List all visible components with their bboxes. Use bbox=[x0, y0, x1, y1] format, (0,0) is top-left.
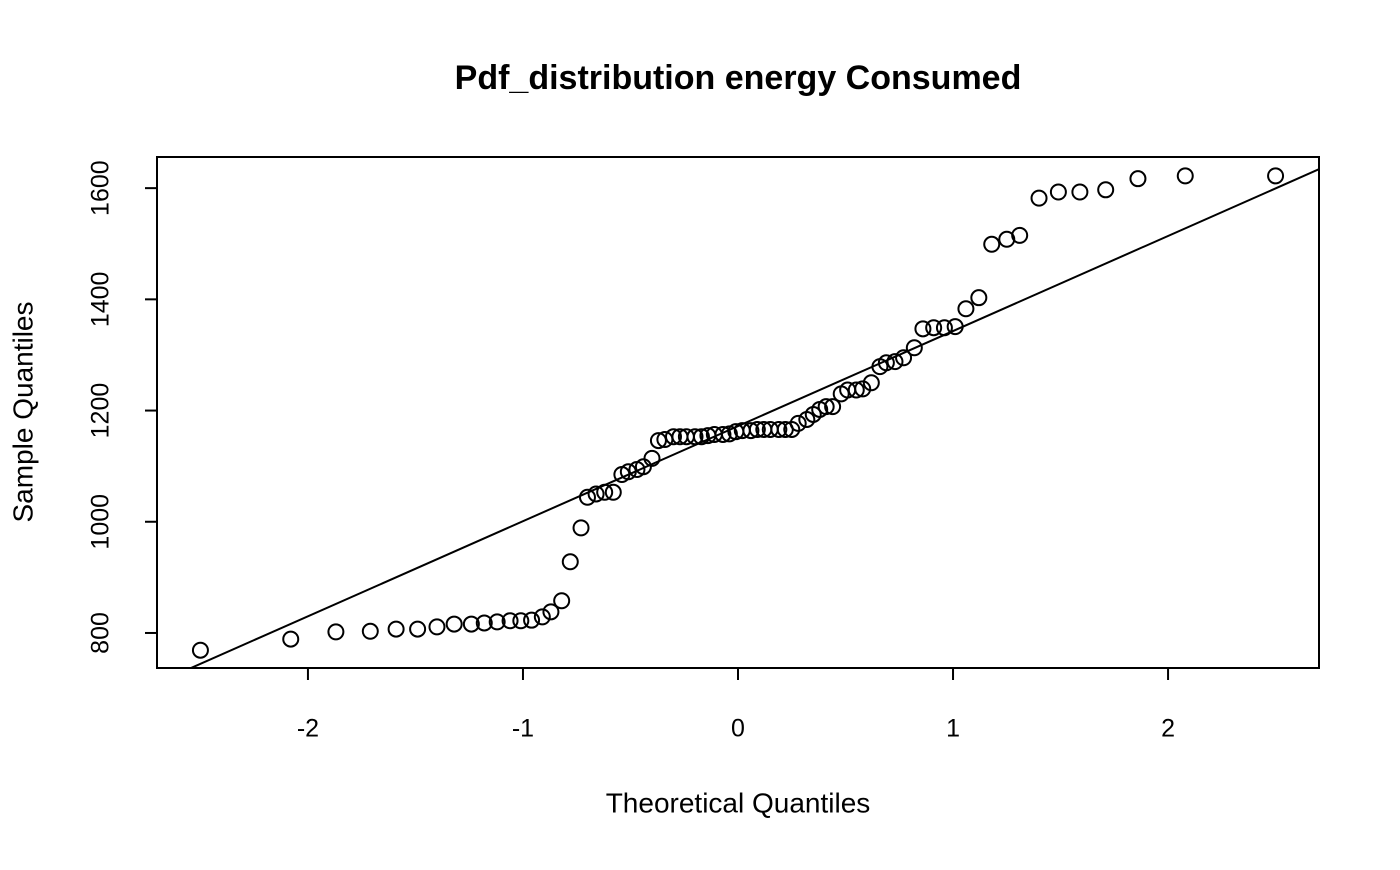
point bbox=[501, 612, 519, 630]
point bbox=[847, 381, 865, 399]
point bbox=[817, 398, 835, 416]
y-tick-label: 1600 bbox=[87, 160, 115, 216]
point bbox=[445, 615, 463, 633]
point bbox=[578, 488, 596, 506]
point bbox=[561, 553, 579, 571]
point bbox=[692, 428, 710, 446]
point bbox=[1129, 170, 1147, 188]
x-tick-label: 2 bbox=[1161, 715, 1175, 743]
point bbox=[512, 612, 530, 630]
point bbox=[643, 449, 661, 467]
point bbox=[1097, 181, 1115, 199]
point bbox=[604, 483, 622, 501]
x-tick-label: 1 bbox=[946, 715, 960, 743]
point bbox=[886, 353, 904, 371]
point bbox=[1011, 226, 1029, 244]
point bbox=[327, 623, 345, 641]
point bbox=[191, 641, 209, 659]
point bbox=[409, 620, 427, 638]
point bbox=[789, 414, 807, 432]
point bbox=[1049, 183, 1067, 201]
point bbox=[1030, 189, 1048, 207]
point bbox=[714, 425, 732, 443]
point bbox=[748, 420, 766, 438]
point bbox=[428, 618, 446, 636]
point bbox=[742, 422, 760, 440]
point bbox=[542, 603, 560, 621]
point bbox=[619, 463, 637, 481]
point bbox=[957, 300, 975, 318]
point bbox=[862, 374, 880, 392]
point bbox=[523, 611, 541, 629]
point bbox=[970, 289, 988, 307]
point bbox=[1176, 167, 1194, 185]
point bbox=[854, 380, 872, 398]
point bbox=[587, 485, 605, 503]
point bbox=[946, 318, 964, 336]
point bbox=[572, 519, 590, 537]
y-tick-label: 800 bbox=[87, 612, 115, 654]
chart-title: Pdf_distribution energy Consumed bbox=[455, 59, 1022, 97]
point bbox=[664, 428, 682, 446]
point bbox=[553, 592, 571, 610]
y-tick-label: 1200 bbox=[87, 383, 115, 439]
point bbox=[914, 320, 932, 338]
point bbox=[361, 622, 379, 640]
y-tick-label: 1400 bbox=[87, 272, 115, 328]
point bbox=[488, 613, 506, 631]
x-tick-label: -2 bbox=[297, 715, 319, 743]
reference-line bbox=[188, 168, 1319, 668]
point bbox=[282, 630, 300, 648]
point bbox=[895, 349, 913, 367]
point bbox=[770, 420, 788, 438]
y-axis-label: Sample Quantiles bbox=[7, 301, 38, 522]
point bbox=[475, 614, 493, 632]
point bbox=[686, 428, 704, 446]
x-tick-label: -1 bbox=[512, 715, 534, 743]
x-axis-label: Theoretical Quantiles bbox=[606, 787, 871, 818]
y-tick-label: 1000 bbox=[87, 494, 115, 550]
point bbox=[1267, 167, 1285, 185]
point bbox=[1071, 183, 1089, 201]
point bbox=[824, 398, 842, 416]
point bbox=[596, 483, 614, 501]
point bbox=[533, 608, 551, 626]
point bbox=[905, 339, 923, 357]
x-tick-label: 0 bbox=[731, 715, 745, 743]
point bbox=[925, 319, 943, 337]
point bbox=[462, 615, 480, 633]
point bbox=[935, 319, 953, 337]
point bbox=[983, 235, 1001, 253]
point bbox=[387, 620, 405, 638]
point bbox=[877, 354, 895, 372]
plot-frame bbox=[156, 156, 1320, 669]
